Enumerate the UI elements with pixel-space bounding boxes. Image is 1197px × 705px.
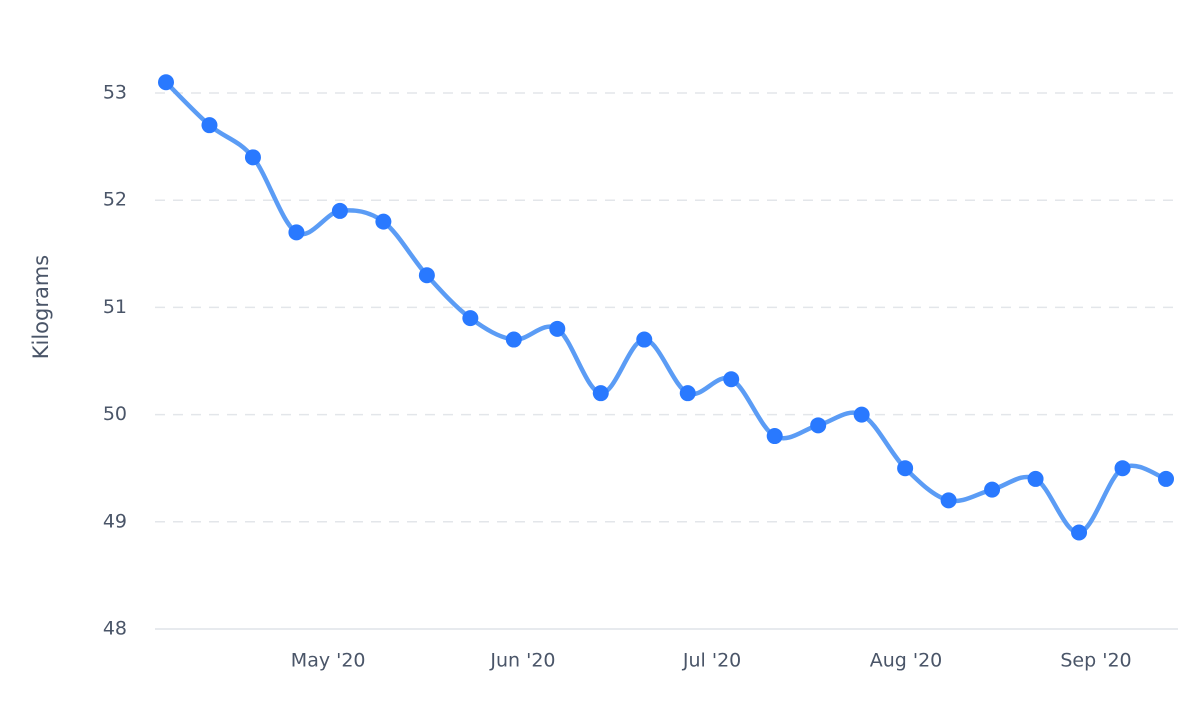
marker	[853, 406, 870, 423]
marker	[1114, 460, 1131, 477]
marker	[766, 428, 783, 445]
marker	[636, 331, 653, 348]
y-tick-label: 49	[103, 510, 127, 532]
marker	[1158, 470, 1174, 487]
marker	[940, 492, 957, 509]
marker	[462, 310, 479, 327]
marker	[592, 385, 609, 402]
x-tick-label: May '20	[291, 650, 366, 672]
y-tick-label: 53	[103, 82, 127, 104]
marker	[505, 331, 522, 348]
marker	[418, 267, 435, 284]
marker	[549, 320, 566, 337]
marker	[679, 385, 696, 402]
marker	[331, 202, 348, 219]
marker	[288, 224, 305, 241]
marker	[375, 213, 392, 230]
marker	[810, 417, 827, 434]
x-tick-label: Aug '20	[870, 650, 943, 672]
marker	[984, 481, 1001, 498]
marker	[1071, 524, 1088, 541]
y-tick-label: 52	[103, 189, 127, 211]
marker	[201, 117, 218, 134]
marker	[1027, 470, 1044, 487]
y-tick-label: 51	[103, 296, 127, 318]
y-axis-label: Kilograms	[29, 255, 53, 360]
x-tick-label: Sep '20	[1060, 650, 1131, 672]
y-tick-label: 48	[103, 618, 127, 640]
marker	[723, 371, 740, 388]
marker	[897, 460, 914, 477]
x-tick-label: Jul '20	[682, 650, 741, 672]
marker	[158, 74, 174, 91]
y-tick-label: 50	[103, 403, 127, 425]
x-tick-label: Jun '20	[489, 650, 555, 672]
marker	[244, 149, 261, 166]
